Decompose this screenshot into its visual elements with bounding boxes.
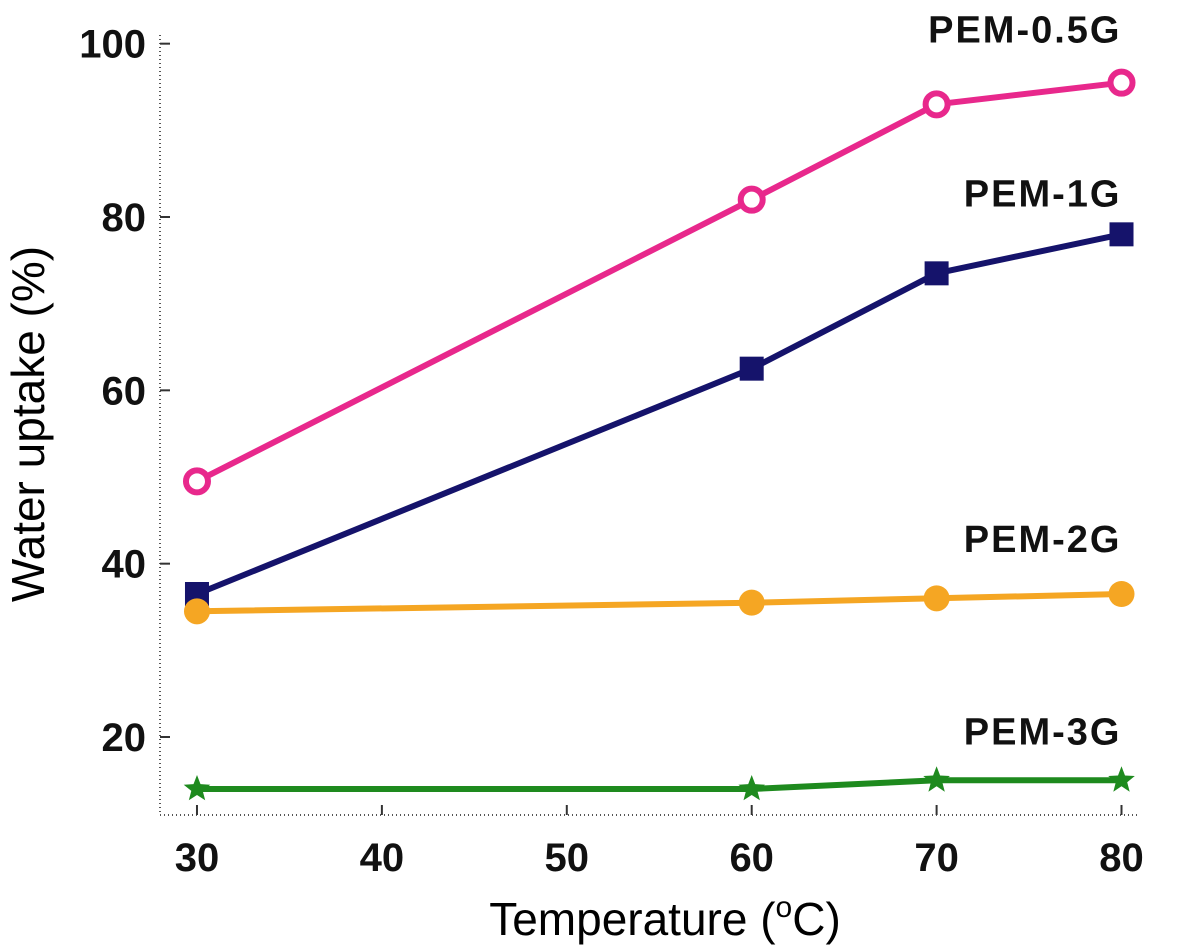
x-axis-title-unit: C) — [792, 893, 841, 945]
y-tick-label: 100 — [79, 23, 146, 67]
series-line-pem-2g — [194, 591, 1125, 615]
series-line-pem-1g — [194, 231, 1125, 597]
data-point-pem-2g — [923, 585, 950, 612]
data-point-pem-2g — [183, 598, 210, 625]
data-point-pem-1g — [1109, 222, 1134, 247]
data-point-pem-0-5g — [1107, 68, 1136, 97]
series-line-pem-0-5g — [194, 79, 1125, 485]
y-axis-title: Water uptake (%) — [2, 246, 54, 602]
x-tick-label: 40 — [360, 836, 405, 880]
y-tick-label: 60 — [102, 369, 147, 413]
data-point-pem-3g — [1108, 766, 1135, 792]
x-axis-title: Temperature (oC) — [489, 891, 841, 945]
x-tick-label: 70 — [914, 836, 959, 880]
x-axis-title-text: Temperature ( — [489, 893, 776, 945]
x-tick-label: 30 — [175, 836, 220, 880]
x-ticks: 30 40 50 60 70 80 — [175, 805, 1144, 880]
series-label-pem-1g: PEM-1G — [964, 173, 1122, 215]
data-point-pem-1g — [924, 261, 949, 286]
x-axis-title-degree: o — [776, 891, 793, 924]
series-label-pem-2g: PEM-2G — [964, 519, 1122, 561]
y-tick-label: 20 — [102, 716, 147, 760]
data-point-pem-0-5g — [737, 185, 766, 214]
series-lines — [194, 79, 1125, 792]
data-point-pem-2g — [738, 589, 765, 616]
x-tick-label: 50 — [545, 836, 590, 880]
data-point-pem-3g — [738, 775, 765, 801]
data-point-pem-0-5g — [182, 467, 211, 496]
data-point-pem-3g — [183, 775, 211, 801]
data-point-pem-2g — [1108, 581, 1135, 607]
series-line-pem-3g — [194, 777, 1125, 792]
x-tick-label: 80 — [1099, 836, 1144, 880]
series-label-pem-3g: PEM-3G — [964, 711, 1122, 753]
data-point-pem-1g — [739, 356, 764, 381]
data-point-pem-3g — [923, 766, 950, 792]
data-point-pem-0-5g — [922, 90, 951, 119]
x-tick-label: 60 — [729, 836, 774, 880]
axes — [159, 35, 1140, 816]
y-tick-label: 40 — [102, 543, 147, 587]
y-ticks: 20 40 60 80 100 — [79, 23, 170, 760]
y-tick-label: 80 — [102, 196, 147, 240]
series-labels: PEM-0.5G PEM-1G PEM-2G PEM-3G — [928, 10, 1122, 754]
series-markers — [182, 68, 1136, 801]
series-label-pem-0-5g: PEM-0.5G — [928, 10, 1121, 52]
